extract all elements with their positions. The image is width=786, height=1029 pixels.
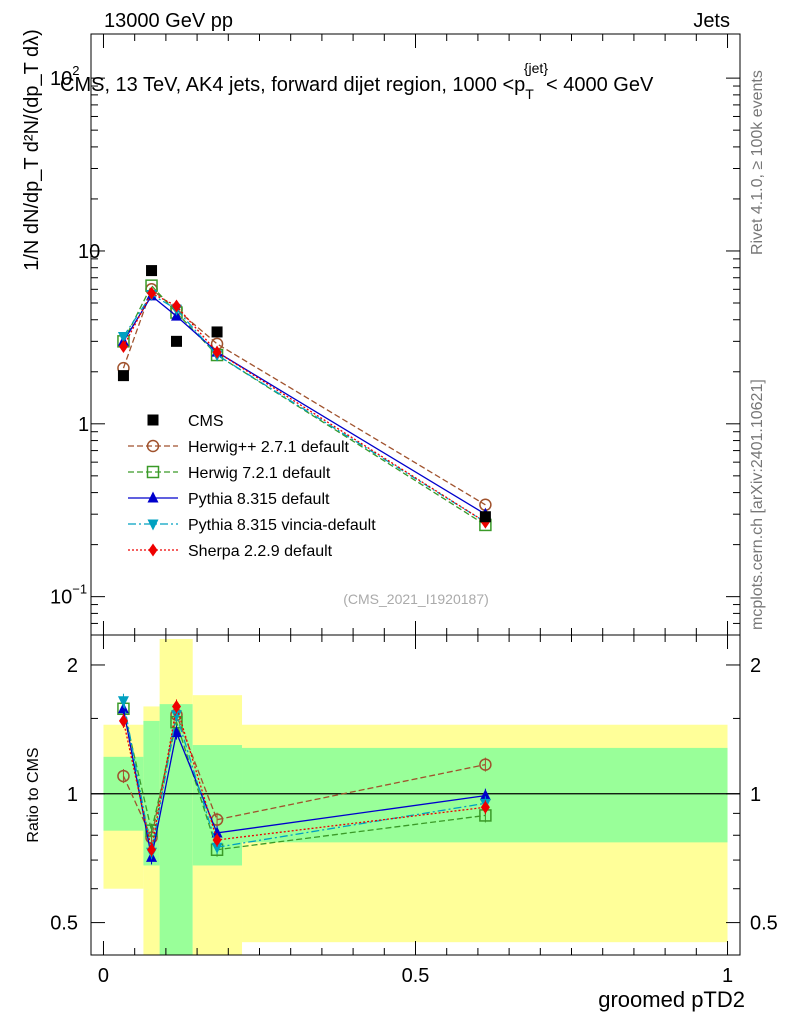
x-tick-label-2: 1	[722, 965, 733, 987]
ratio-point-series-3-2	[170, 710, 182, 722]
analysis-watermark: (CMS_2021_I1920187)	[343, 591, 489, 607]
legend-marker-2	[146, 465, 160, 479]
cms-data-point-3	[211, 326, 223, 338]
ratio-point-series-2-3	[211, 826, 223, 838]
cms-data-point-2	[170, 335, 182, 347]
legend: CMS Herwig++ 2.7.1 default Herwig 7.2.1 de…	[128, 413, 376, 560]
cms-data-point-1	[146, 265, 158, 277]
ratio-point-series-3-0	[117, 696, 129, 708]
main-ytick-label-2: 1	[78, 414, 89, 436]
green-band-2	[159, 704, 193, 955]
ratio-point-series-2-4	[479, 789, 491, 801]
main-line-series-0	[122, 288, 486, 506]
legend-marker-3	[147, 491, 159, 503]
ratio-point-series-4-0	[118, 714, 128, 728]
plot-title: CMS, 13 TeV, AK4 jets, forward dijet reg…	[60, 60, 654, 102]
ratio-point-series-4-3	[212, 833, 222, 847]
ratio-ytick-label-left-0: 2	[67, 655, 78, 677]
ratio-ytick-label-right-0: 2	[750, 655, 761, 677]
ratio-plot-area	[91, 638, 740, 955]
plot-title-sub: T	[525, 86, 534, 102]
x-axis-label: groomed pTD2	[598, 987, 745, 1012]
cms-data-point-0	[117, 370, 129, 382]
legend-label-5: Sherpa 2.2.9 default	[188, 543, 333, 560]
ratio-point-series-4-4	[480, 800, 490, 814]
legend-marker-0	[147, 414, 159, 426]
rivet-label: Rivet 4.1.0, ≥ 100k events	[749, 70, 766, 255]
legend-label-0: CMS	[188, 413, 224, 430]
ratio-ytick-label-left-1: 1	[67, 784, 78, 806]
ratio-point-series-4-1	[147, 843, 157, 857]
main-ytick-label-1: 10	[78, 241, 100, 263]
main-y-axis-label: 1/N dN/dp_T d²N/(dp_T dλ)	[21, 29, 43, 271]
x-tick-label-1: 0.5	[402, 965, 430, 987]
category-label: Jets	[693, 10, 730, 32]
main-ytick-label-0: 102	[50, 63, 79, 90]
plot-title-main: CMS, 13 TeV, AK4 jets, forward dijet reg…	[60, 74, 525, 96]
ratio-ytick-label-right-2: 0.5	[750, 913, 778, 935]
main-point-series-4-1	[147, 286, 157, 300]
beam-label: 13000 GeV pp	[104, 10, 233, 32]
plot-title-tail: < 4000 GeV	[546, 74, 654, 96]
cms-data-point-4	[479, 511, 491, 523]
legend-marker-4	[147, 519, 159, 531]
ratio-point-series-2-2	[170, 726, 182, 738]
ratio-axis-ticks: 0 0.5 1 2 2 1 1 0.5 0.5	[50, 635, 778, 987]
main-ytick-label-3: 10−1	[50, 582, 87, 609]
main-plot-area	[117, 265, 492, 532]
legend-label-3: Pythia 8.315 default	[188, 491, 330, 508]
ratio-point-series-3-3	[211, 842, 223, 854]
ratio-point-series-4-2	[171, 699, 181, 713]
main-point-series-3-0	[117, 331, 129, 343]
ratio-point-series-0-4	[479, 758, 492, 771]
mcplots-label: mcplots.cern.ch [arXiv:2401.10621]	[749, 379, 766, 630]
main-point-series-4-3	[212, 345, 222, 359]
ratio-point-series-0-0	[117, 769, 130, 783]
main-point-series-4-0	[118, 340, 128, 354]
main-line-series-3	[122, 293, 486, 523]
main-panel: 102 10 1 10−1	[50, 33, 741, 636]
ratio-panel: 0 0.5 1 2 2 1 1 0.5 0.5	[50, 634, 778, 987]
ratio-y-axis-label: Ratio to CMS	[25, 747, 42, 842]
main-point-series-4-2	[171, 299, 181, 313]
main-line-series-4	[122, 292, 486, 523]
plot-title-sup: {jet}	[524, 60, 548, 76]
legend-marker-5	[148, 543, 158, 557]
main-axis-ticks: 102 10 1 10−1	[50, 34, 740, 636]
ratio-point-series-2-0	[117, 702, 129, 714]
legend-label-4: Pythia 8.315 vincia-default	[188, 517, 376, 534]
ratio-ytick-label-left-2: 0.5	[50, 913, 78, 935]
x-tick-label-0: 0	[98, 965, 109, 987]
legend-label-2: Herwig 7.2.1 default	[188, 465, 331, 482]
ratio-ytick-label-right-1: 1	[750, 784, 761, 806]
legend-label-1: Herwig++ 2.7.1 default	[188, 439, 350, 456]
legend-marker-1	[146, 439, 160, 453]
